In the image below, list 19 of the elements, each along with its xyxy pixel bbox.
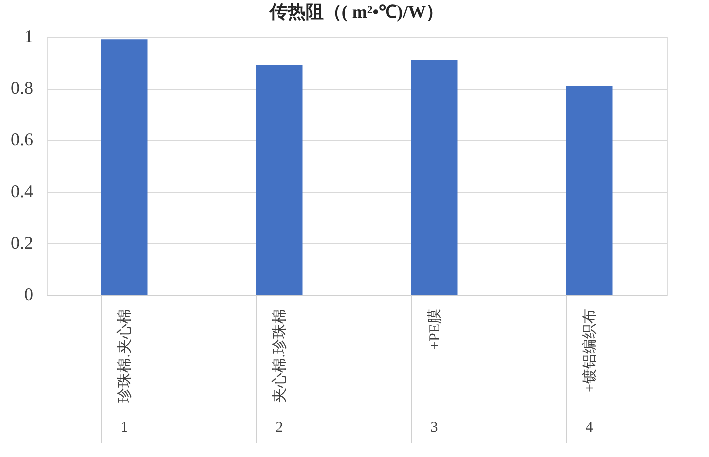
y-tick-label: 1 xyxy=(24,26,34,46)
chart-title: 传热阻（( m²•℃)/W） xyxy=(268,2,444,22)
y-tick-label: 0.2 xyxy=(11,232,34,253)
x-tick-label: 夹心棉.珍珠棉 xyxy=(272,309,288,403)
text: 3 xyxy=(430,420,438,436)
bar xyxy=(411,60,458,295)
text: 2 xyxy=(276,420,284,436)
y-tick-label: 0.4 xyxy=(11,181,34,202)
text: 1 xyxy=(120,420,128,436)
bar xyxy=(101,40,148,295)
x-tick-label: +PE膜 xyxy=(426,309,444,350)
y-tick-label: 0.8 xyxy=(11,78,34,98)
text: 4 xyxy=(586,420,594,436)
y-tick-label: 0.6 xyxy=(11,130,34,150)
x-tick-label: 珍珠棉.夹心棉 xyxy=(116,309,134,403)
y-tick-label: 0 xyxy=(24,284,34,304)
bar xyxy=(566,86,613,295)
bar xyxy=(256,65,303,295)
x-tick-label: +镀铝编织布 xyxy=(582,309,598,392)
